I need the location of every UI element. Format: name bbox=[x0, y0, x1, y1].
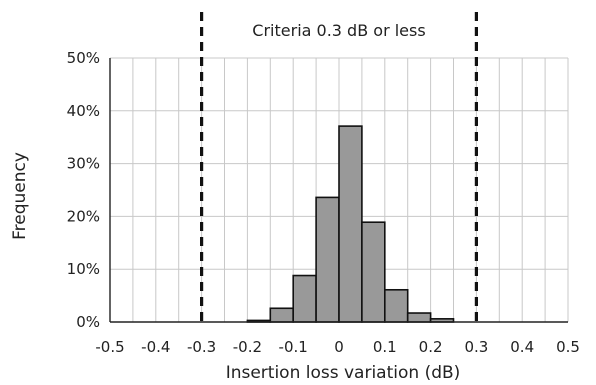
x-tick-labels: -0.5 -0.4 -0.3 -0.2 -0.1 0 0.1 0.2 0.3 0.4 0.5 bbox=[95, 338, 580, 356]
x-axis-title: Insertion loss variation (dB) bbox=[226, 363, 461, 383]
histogram-bar bbox=[315, 196, 340, 323]
x-tick-label: -0.3 bbox=[187, 338, 216, 356]
y-axis-title: Frequency bbox=[10, 152, 30, 240]
y-tick-label: 10% bbox=[67, 260, 100, 278]
histogram-bar bbox=[383, 288, 409, 323]
x-tick-label: 0.4 bbox=[510, 338, 534, 356]
y-tick-labels: 0% 10% 20% 30% 40% 50% bbox=[67, 49, 100, 331]
histogram-bar bbox=[361, 221, 386, 323]
y-tick-label: 50% bbox=[67, 49, 100, 67]
x-tick-label: 0.2 bbox=[419, 338, 443, 356]
histogram-bar bbox=[269, 307, 294, 323]
x-tick-label: 0 bbox=[334, 338, 344, 356]
y-tick-label: 0% bbox=[76, 313, 100, 331]
x-tick-label: -0.1 bbox=[279, 338, 308, 356]
criteria-threshold-lines bbox=[200, 12, 478, 322]
x-tick-label: -0.5 bbox=[95, 338, 124, 356]
histogram-bar bbox=[292, 274, 317, 323]
x-tick-label: -0.4 bbox=[141, 338, 170, 356]
y-tick-label: 40% bbox=[67, 102, 100, 120]
y-tick-label: 20% bbox=[67, 207, 100, 225]
x-tick-label: 0.5 bbox=[556, 338, 580, 356]
histogram-bar bbox=[406, 312, 432, 323]
histogram-bar bbox=[338, 125, 363, 323]
y-tick-label: 30% bbox=[67, 155, 100, 173]
x-tick-label: 0.3 bbox=[464, 338, 488, 356]
x-tick-label: 0.1 bbox=[373, 338, 397, 356]
plot-frame bbox=[109, 58, 568, 323]
criteria-annotation: Criteria 0.3 dB or less bbox=[252, 21, 425, 40]
histogram-bars bbox=[246, 125, 455, 323]
x-tick-label: -0.2 bbox=[233, 338, 262, 356]
